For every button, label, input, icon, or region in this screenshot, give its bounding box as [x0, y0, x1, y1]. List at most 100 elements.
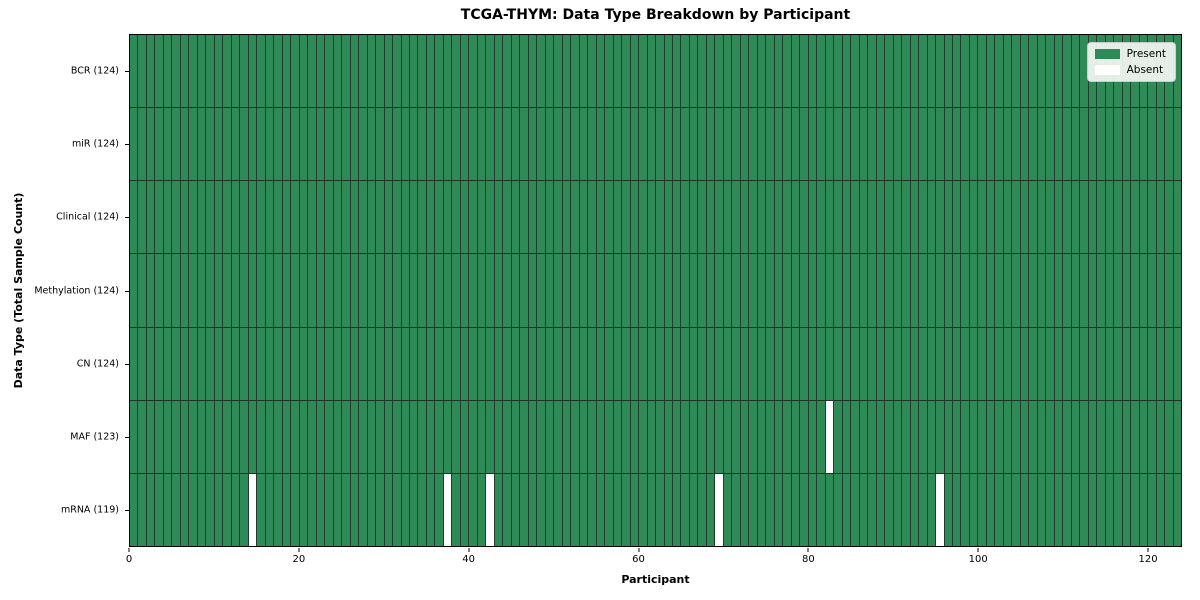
heatmap-cell-present	[936, 327, 945, 400]
heatmap-cell-present	[1097, 400, 1106, 473]
heatmap-cell-present	[749, 327, 758, 400]
heatmap-cell-present	[868, 108, 877, 181]
heatmap-cell-present	[613, 327, 623, 400]
heatmap-cell-present	[1003, 473, 1013, 546]
heatmap-cell-present	[376, 35, 385, 108]
heatmap-cell-present	[1173, 254, 1182, 327]
heatmap-cell-present	[180, 254, 190, 327]
heatmap-cell-present	[231, 473, 241, 546]
heatmap-cell-present	[622, 181, 631, 254]
heatmap-cell-present	[452, 400, 461, 473]
heatmap-cell-present	[418, 108, 427, 181]
heatmap-cell-present	[673, 108, 682, 181]
heatmap-cell-present	[494, 181, 504, 254]
heatmap-cell-present	[163, 400, 173, 473]
heatmap-cell-present	[180, 400, 190, 473]
heatmap-cell-present	[401, 400, 410, 473]
heatmap-cell-present	[622, 473, 631, 546]
heatmap-cell-present	[231, 35, 241, 108]
heatmap-cell-present	[393, 254, 402, 327]
heatmap-cell-present	[571, 254, 580, 327]
heatmap-cell-present	[1012, 108, 1021, 181]
heatmap-cell-present	[817, 108, 826, 181]
heatmap-cell-absent	[825, 400, 835, 473]
heatmap-cell-present	[596, 473, 606, 546]
heatmap-cell-present	[274, 254, 283, 327]
heatmap-cell-present	[401, 181, 410, 254]
heatmap-cell-present	[333, 254, 343, 327]
heatmap-cell-present	[469, 108, 478, 181]
heatmap-cell-present	[130, 181, 139, 254]
heatmap-cell-present	[1148, 108, 1157, 181]
heatmap-cell-present	[418, 254, 427, 327]
heatmap-cell-present	[664, 473, 673, 546]
heatmap-cell-present	[1029, 35, 1038, 108]
heatmap-cell-present	[325, 108, 334, 181]
heatmap-cell-present	[995, 400, 1004, 473]
heatmap-cell-present	[706, 473, 716, 546]
heatmap-cell-present	[749, 35, 758, 108]
heatmap-cell-present	[808, 473, 818, 546]
heatmap-cell-present	[384, 327, 394, 400]
heatmap-cell-present	[503, 181, 512, 254]
heatmap-cell-present	[1029, 327, 1038, 400]
heatmap-cell-present	[291, 108, 300, 181]
heatmap-cell-present	[376, 181, 385, 254]
heatmap-cell-present	[257, 108, 266, 181]
heatmap-cell-present	[902, 35, 911, 108]
heatmap-cell-present	[1003, 35, 1013, 108]
heatmap-cell-present	[1020, 473, 1030, 546]
heatmap-cell-present	[698, 473, 707, 546]
heatmap-cell-present	[257, 473, 266, 546]
heatmap-cell-present	[1071, 181, 1081, 254]
heatmap-cell-present	[571, 181, 580, 254]
heatmap-cell-present	[350, 35, 360, 108]
heatmap-cell-present	[605, 400, 614, 473]
heatmap-cell-present	[647, 254, 657, 327]
heatmap-cell-present	[1156, 473, 1166, 546]
heatmap-cell-present	[240, 108, 249, 181]
heatmap-cell-present	[978, 108, 987, 181]
heatmap-cell-present	[1063, 327, 1072, 400]
heatmap-cell-present	[1080, 254, 1089, 327]
heatmap-cell-present	[163, 181, 173, 254]
heatmap-cell-present	[622, 35, 631, 108]
heatmap-cell-present	[766, 473, 775, 546]
heatmap-cell-present	[834, 254, 843, 327]
heatmap-cell-present	[817, 35, 826, 108]
heatmap-cell-present	[723, 400, 733, 473]
heatmap-cell-present	[1029, 400, 1038, 473]
heatmap-cell-present	[630, 35, 640, 108]
x-tick-mark	[468, 548, 470, 552]
heatmap-cell-present	[783, 327, 792, 400]
heatmap-cell-present	[1029, 473, 1038, 546]
heatmap-cell-present	[698, 327, 707, 400]
heatmap-cell-present	[265, 400, 275, 473]
chart-title: TCGA-THYM: Data Type Breakdown by Partic…	[460, 7, 851, 23]
heatmap-cell-present	[689, 327, 699, 400]
heatmap-cell-present	[367, 108, 377, 181]
heatmap-cell-present	[426, 254, 436, 327]
heatmap-cell-present	[528, 473, 538, 546]
heatmap-cell-present	[910, 108, 920, 181]
heatmap-cell-present	[723, 473, 733, 546]
heatmap-cell-present	[469, 400, 478, 473]
heatmap-cell-present	[274, 108, 283, 181]
heatmap-cell-present	[851, 254, 860, 327]
heatmap-cell-present	[409, 254, 419, 327]
heatmap-cell-present	[197, 35, 207, 108]
heatmap-cell-present	[308, 400, 317, 473]
heatmap-cell-present	[146, 327, 156, 400]
heatmap-cell-present	[477, 108, 487, 181]
x-tick-mark	[638, 548, 640, 552]
heatmap-cell-present	[1105, 400, 1115, 473]
heatmap-cell-present	[800, 35, 809, 108]
heatmap-cell-present	[1029, 181, 1038, 254]
heatmap-cell-present	[299, 473, 309, 546]
heatmap-cell-present	[325, 35, 334, 108]
heatmap-cell-present	[418, 35, 427, 108]
heatmap-cell-present	[163, 473, 173, 546]
heatmap-row-bcr	[130, 35, 1182, 109]
heatmap-cell-present	[783, 473, 792, 546]
heatmap-cell-present	[528, 400, 538, 473]
